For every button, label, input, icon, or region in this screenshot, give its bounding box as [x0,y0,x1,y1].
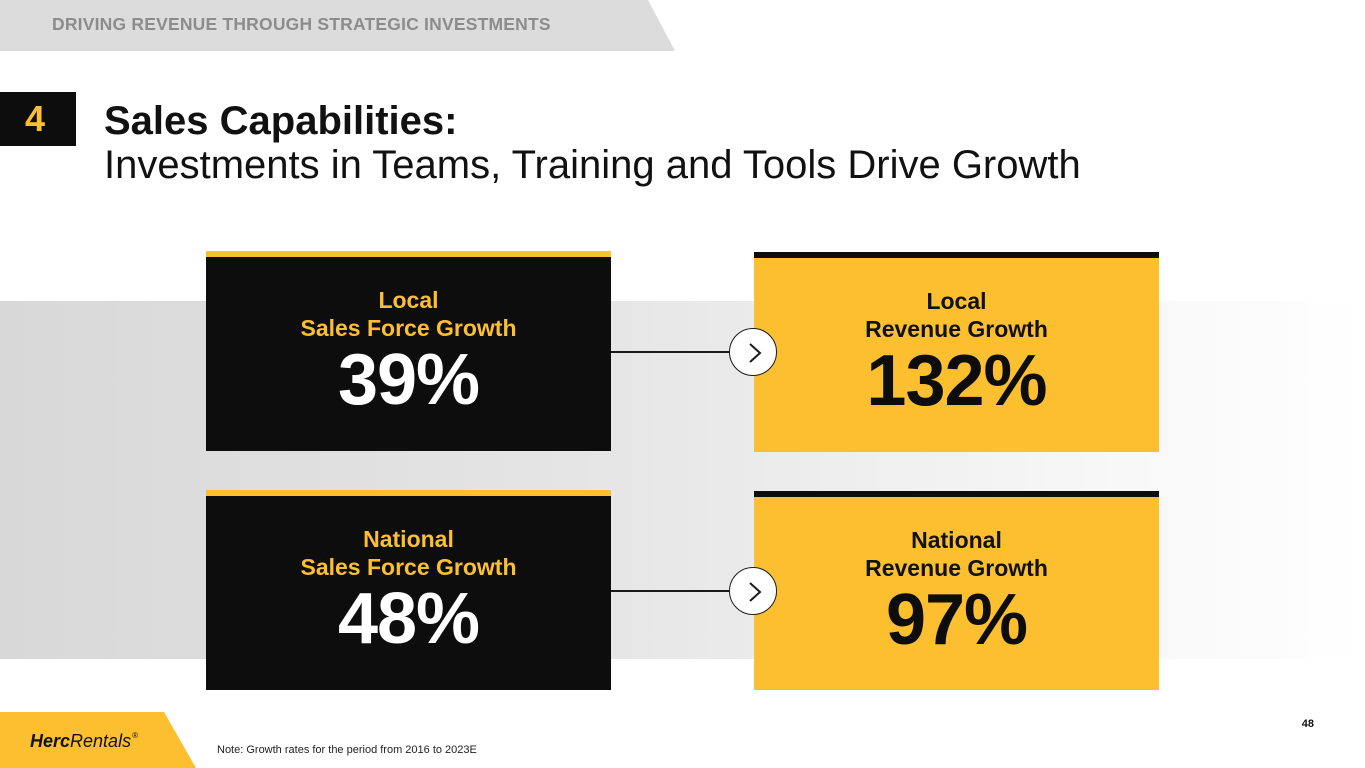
local-sales-force-card: Local Sales Force Growth 39% [206,251,611,451]
background-band [0,301,1365,659]
logo-registered-mark: ® [132,731,138,740]
page-title: Sales Capabilities: [104,99,458,143]
national-revenue-card: National Revenue Growth 97% [754,491,1159,690]
card-label-line2: Revenue Growth [865,316,1048,342]
card-value: 48% [337,579,480,659]
card-label-line1: Local [378,287,439,313]
card-label-line2: Sales Force Growth [300,315,517,341]
banner-text: DRIVING REVENUE THROUGH STRATEGIC INVEST… [52,14,551,34]
section-number-badge: 4 [0,92,76,146]
card-label: National Sales Force Growth [206,525,611,581]
card-label: National Revenue Growth [754,526,1159,582]
herc-rentals-logo: HercRentals® [30,731,138,752]
footer-logo-tab [0,712,196,768]
section-banner [0,0,675,51]
logo-herc-text: Herc [30,731,71,751]
card-label-line2: Sales Force Growth [300,554,517,580]
card-label-line1: Local [926,288,987,314]
logo-rentals-text: Rentals [70,731,132,751]
connector-line-local [611,351,729,353]
card-label-line1: National [911,527,1002,553]
card-value: 39% [337,340,480,420]
card-value: 132% [866,341,1047,421]
national-sales-force-card: National Sales Force Growth 48% [206,490,611,690]
card-label-line2: Revenue Growth [865,555,1048,581]
footnote: Note: Growth rates for the period from 2… [217,744,477,756]
card-label: Local Sales Force Growth [206,286,611,342]
page-subtitle: Investments in Teams, Training and Tools… [104,143,1081,187]
card-value: 97% [885,580,1028,660]
local-revenue-card: Local Revenue Growth 132% [754,252,1159,452]
connector-line-national [611,590,729,592]
chevron-right-icon [729,567,777,615]
page-number: 48 [1301,718,1314,730]
card-label-line1: National [363,526,454,552]
chevron-right-icon [729,328,777,376]
card-label: Local Revenue Growth [754,287,1159,343]
